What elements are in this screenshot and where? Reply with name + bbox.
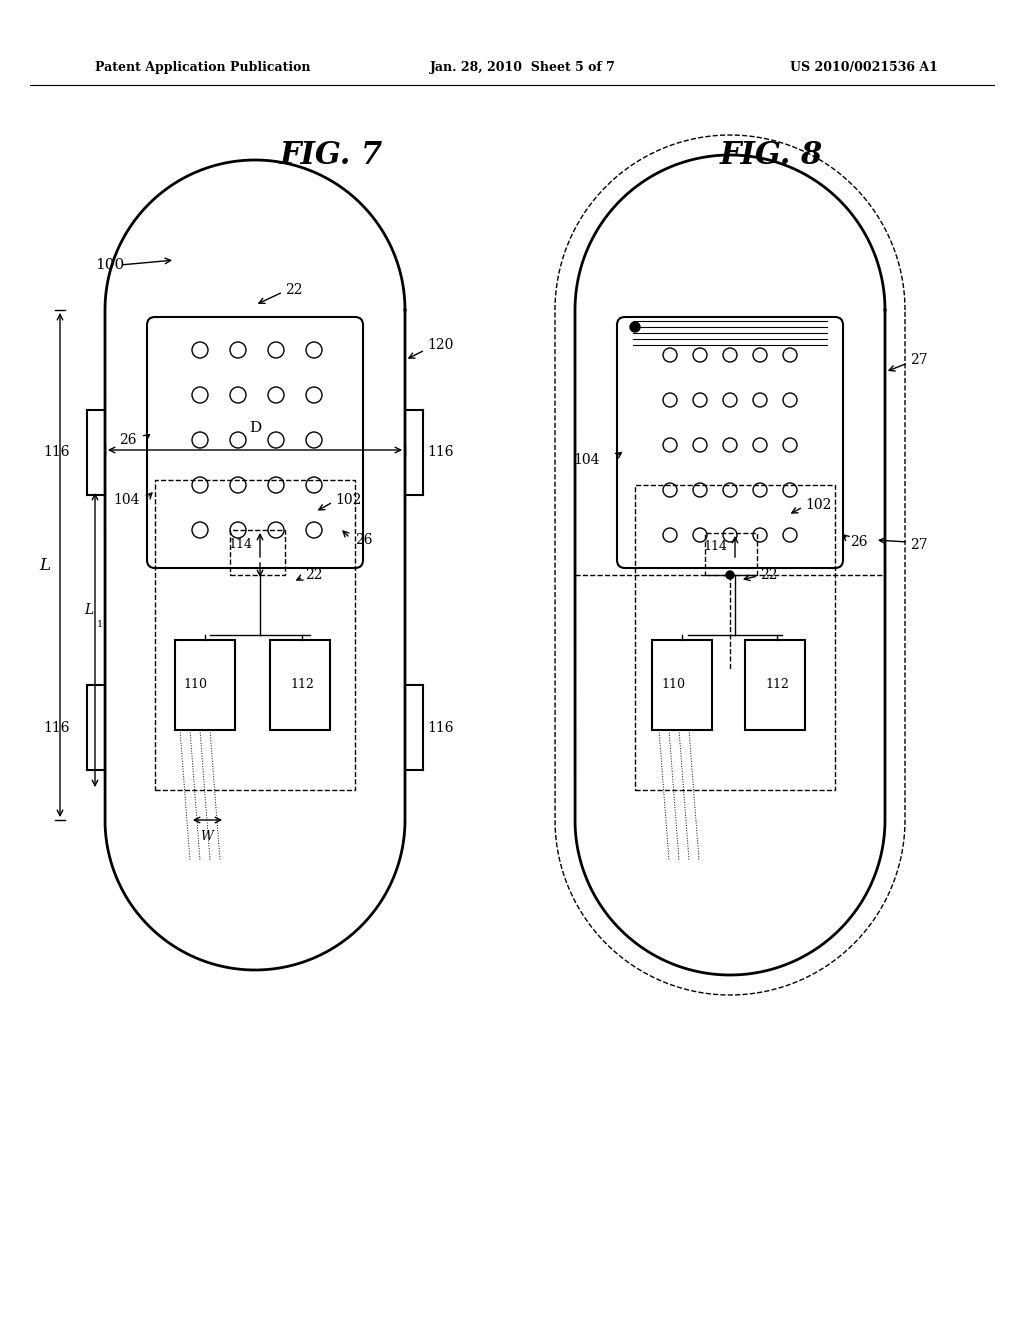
Text: W: W (201, 830, 213, 843)
Text: 26: 26 (355, 533, 373, 546)
Text: 120: 120 (427, 338, 454, 352)
Bar (705, 533, 757, 576)
Text: 112: 112 (765, 678, 788, 692)
Text: 114: 114 (703, 540, 727, 553)
Bar (270, 640, 330, 730)
Text: 110: 110 (662, 678, 685, 692)
Text: 112: 112 (290, 678, 314, 692)
Bar (175, 640, 234, 730)
Text: 22: 22 (285, 282, 302, 297)
Text: 116: 116 (427, 446, 454, 459)
Text: FIG. 8: FIG. 8 (720, 140, 823, 170)
Text: 114: 114 (228, 539, 252, 552)
Text: 110: 110 (183, 678, 207, 692)
Text: 100: 100 (95, 257, 124, 272)
Bar (230, 531, 285, 576)
Text: FIG. 7: FIG. 7 (280, 140, 383, 170)
Text: 27: 27 (910, 539, 928, 552)
Text: L: L (39, 557, 50, 573)
Text: D: D (249, 421, 261, 436)
Text: 26: 26 (850, 535, 867, 549)
Text: Patent Application Publication: Patent Application Publication (95, 61, 310, 74)
Text: 104: 104 (114, 492, 140, 507)
Text: 27: 27 (910, 352, 928, 367)
Text: 102: 102 (335, 492, 361, 507)
Circle shape (726, 572, 734, 579)
Text: 22: 22 (760, 568, 777, 582)
Text: 26: 26 (120, 433, 137, 447)
Text: US 2010/0021536 A1: US 2010/0021536 A1 (790, 61, 938, 74)
Circle shape (630, 322, 640, 333)
Text: 104: 104 (573, 453, 600, 467)
Text: Jan. 28, 2010  Sheet 5 of 7: Jan. 28, 2010 Sheet 5 of 7 (430, 61, 615, 74)
Text: L: L (84, 603, 93, 616)
Bar (652, 640, 712, 730)
Bar (745, 640, 805, 730)
Text: 102: 102 (805, 498, 831, 512)
Text: 22: 22 (305, 568, 323, 582)
Text: 116: 116 (43, 446, 70, 459)
Text: 1: 1 (97, 620, 103, 630)
Text: 116: 116 (43, 721, 70, 734)
Text: 116: 116 (427, 721, 454, 734)
